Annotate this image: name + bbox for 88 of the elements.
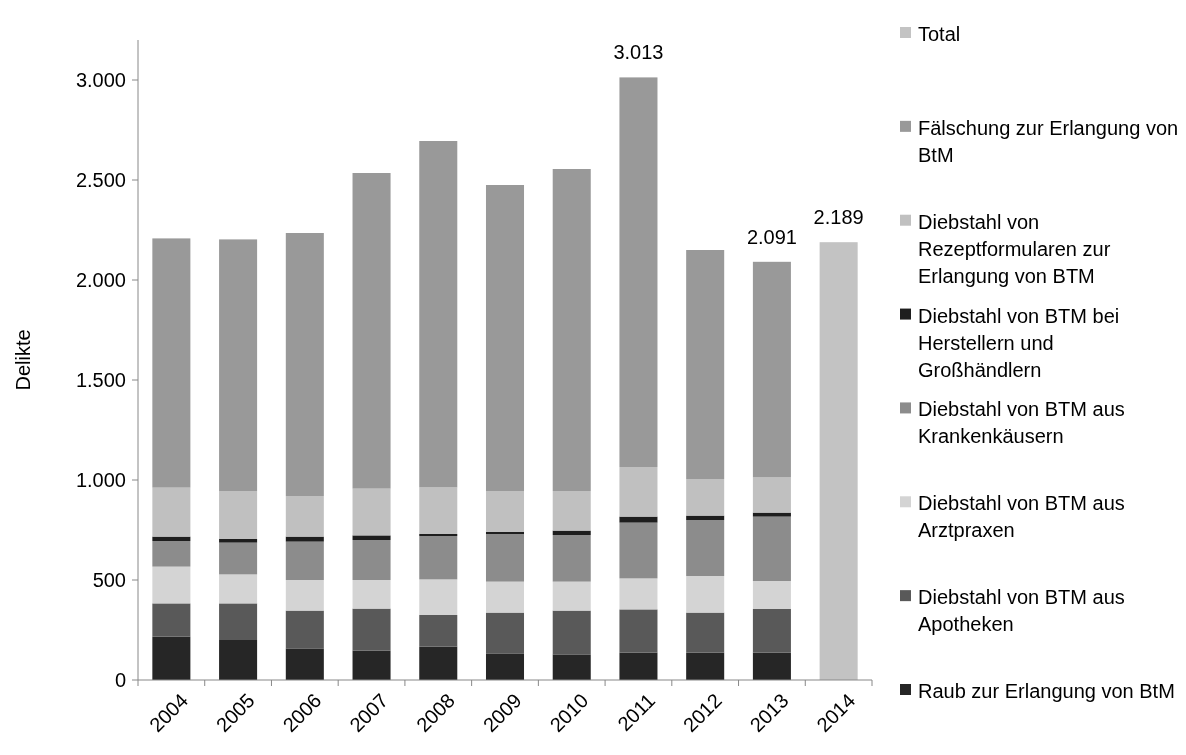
bar <box>819 242 858 680</box>
bar <box>419 579 458 615</box>
legend-label: Diebstahl von BTM bei Herstellern und Großhändlern <box>918 304 1120 381</box>
bar <box>752 477 791 513</box>
bar <box>686 515 725 520</box>
bar <box>552 581 591 611</box>
bar <box>152 566 191 604</box>
bar <box>352 540 391 580</box>
bar <box>152 238 191 488</box>
bar <box>285 233 324 496</box>
bar <box>219 539 258 543</box>
bar <box>352 608 391 651</box>
bar <box>352 173 391 489</box>
bar <box>285 610 324 649</box>
bar <box>485 491 525 532</box>
bar <box>352 535 391 540</box>
legend-label: Raub zur Erlangung von BtM <box>918 680 1175 702</box>
legend-label: Diebstahl von BTM aus Arztpraxen <box>918 492 1125 542</box>
bar <box>552 530 591 535</box>
bar <box>752 261 791 478</box>
legend-label: Fälschung zur Erlangung von BtM <box>918 116 1179 166</box>
bar <box>285 580 324 611</box>
bar <box>485 581 525 613</box>
legend-label: Diebstahl von BTM aus Apotheken <box>918 586 1125 636</box>
y-tick-label: 1.000 <box>75 469 126 491</box>
bar <box>686 652 725 680</box>
total-label: 2.091 <box>746 225 797 248</box>
bar <box>552 169 591 491</box>
bar <box>619 516 658 523</box>
bar <box>619 522 658 579</box>
bar <box>552 491 591 531</box>
y-tick-label: 2.000 <box>75 269 126 291</box>
y-tick-label: 2.500 <box>75 169 126 191</box>
bar <box>285 541 324 580</box>
total-label: 2.189 <box>813 206 864 229</box>
bar <box>686 612 725 653</box>
bar <box>219 542 258 575</box>
y-tick-label: 0 <box>114 669 126 691</box>
bar <box>619 578 658 610</box>
bar <box>219 574 258 604</box>
bar <box>752 581 791 609</box>
bar <box>619 467 658 517</box>
bar <box>352 650 391 680</box>
legend-label: Total <box>918 23 961 45</box>
bar <box>219 603 258 640</box>
bar <box>419 646 458 680</box>
bar <box>485 185 525 491</box>
bar <box>686 520 725 576</box>
bar <box>752 516 791 581</box>
y-tick-label: 3.000 <box>75 69 126 91</box>
bar <box>152 487 191 537</box>
bar <box>352 488 391 536</box>
bar <box>152 541 191 567</box>
bar <box>686 479 725 516</box>
bar <box>686 576 725 613</box>
bar <box>485 653 525 680</box>
bar <box>485 612 525 654</box>
bar <box>219 239 258 491</box>
bar <box>285 648 324 680</box>
bar <box>419 615 458 647</box>
bar <box>152 636 191 680</box>
bar <box>419 141 458 488</box>
bar <box>285 496 324 537</box>
bar <box>552 535 591 582</box>
bar <box>686 250 725 479</box>
legend-label: Diebstahl von BTM aus Krankenkäusern <box>918 398 1125 448</box>
bar <box>619 652 658 680</box>
bar <box>752 652 791 680</box>
bar <box>485 534 525 582</box>
bar <box>619 77 658 467</box>
bar <box>219 640 258 680</box>
y-axis-title: Delikte <box>12 329 34 391</box>
bar <box>419 487 458 534</box>
bar <box>219 491 258 539</box>
bar <box>552 654 591 680</box>
bar <box>752 609 791 653</box>
legend-label: Diebstahl von Rezeptformularen zur Erlangung von BTM <box>918 210 1111 287</box>
y-tick-label: 1.500 <box>75 369 126 391</box>
bar <box>552 610 591 655</box>
total-label: 3.013 <box>613 41 664 64</box>
bar <box>152 536 191 541</box>
bar <box>152 603 191 637</box>
bar <box>419 536 458 580</box>
bar <box>352 580 391 609</box>
bar <box>752 512 791 517</box>
bar <box>619 609 658 653</box>
y-tick-label: 500 <box>92 569 126 591</box>
bar <box>285 536 324 542</box>
